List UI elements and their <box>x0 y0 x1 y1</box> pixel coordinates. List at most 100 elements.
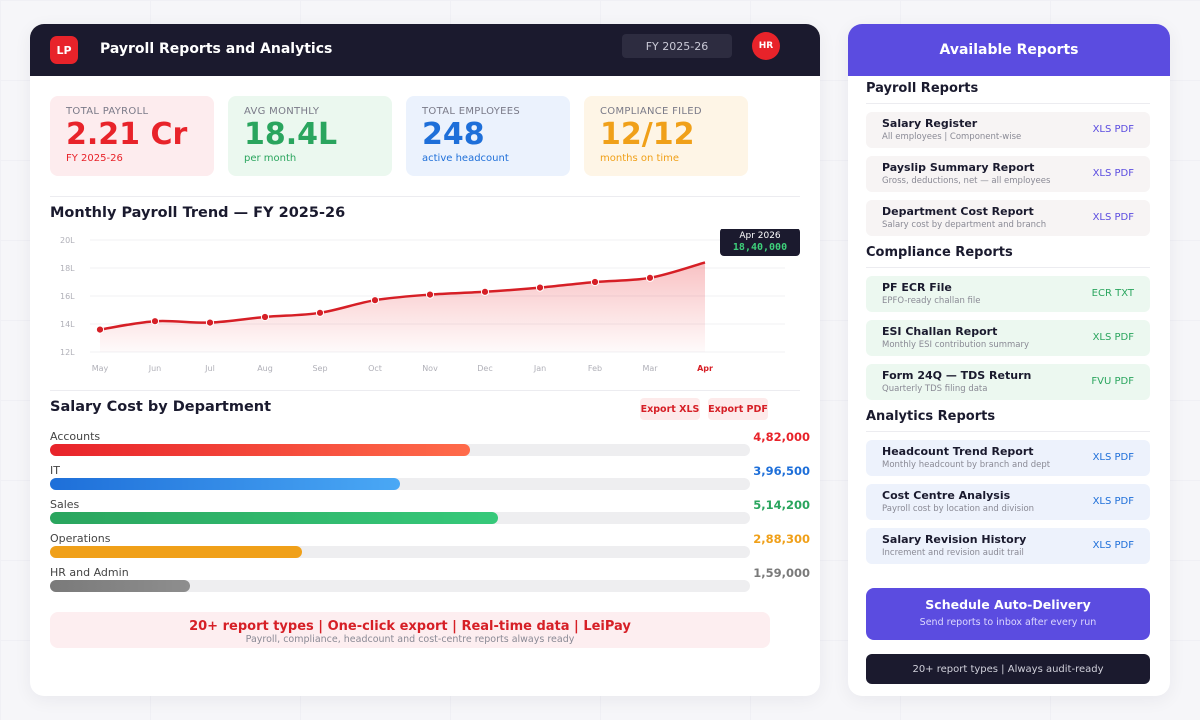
dept-value: 5,14,200 <box>753 498 810 512</box>
report-name: Salary Revision History <box>882 533 1027 546</box>
divider <box>866 103 1150 104</box>
kpi-sub: per month <box>244 153 297 164</box>
fy-selector[interactable]: FY 2025-26 <box>622 34 732 58</box>
data-point[interactable] <box>260 312 270 322</box>
report-card[interactable]: Headcount Trend Report Monthly headcount … <box>866 440 1150 476</box>
x-tick-label: Oct <box>368 364 382 373</box>
report-format-links[interactable]: XLS PDF <box>1092 124 1134 135</box>
y-tick-label: 14L <box>60 320 75 329</box>
report-name: Payslip Summary Report <box>882 161 1035 174</box>
data-point[interactable] <box>535 283 545 292</box>
dept-bar-track <box>50 478 750 490</box>
x-tick-label: Mar <box>642 364 658 373</box>
divider <box>866 267 1150 268</box>
export-xls-button[interactable]: Export XLS <box>640 398 700 420</box>
tooltip-box <box>720 228 800 256</box>
cta-subtitle: Send reports to inbox after every run <box>919 617 1097 628</box>
payroll-trend-chart: 20L 18L 16L 14L 12L May Jun Jul Aug Sep Oct Nov Dec… <box>50 228 810 379</box>
report-description: EPFO-ready challan file <box>882 296 981 306</box>
data-point[interactable] <box>370 296 380 305</box>
kpi-sub: FY 2025-26 <box>66 153 123 164</box>
x-tick-label: Apr <box>697 364 713 373</box>
report-card[interactable]: Department Cost Report Salary cost by dep… <box>866 200 1150 236</box>
kpi-sub: months on time <box>600 153 680 164</box>
kpi-avg-monthly: AVG MONTHLY 18.4L per month <box>228 96 392 176</box>
divider <box>50 390 800 391</box>
export-pdf-button[interactable]: Export PDF <box>708 398 768 420</box>
user-avatar[interactable]: HR <box>752 32 780 60</box>
report-group-title: Analytics Reports <box>866 409 996 424</box>
report-format-links[interactable]: XLS PDF <box>1092 168 1134 179</box>
kpi-total-employees: TOTAL EMPLOYEES 248 active headcount <box>406 96 570 176</box>
reports-panel-title: Available Reports <box>848 24 1170 76</box>
data-point[interactable] <box>425 290 435 299</box>
report-format-links[interactable]: XLS PDF <box>1092 540 1134 551</box>
x-tick-label: Jun <box>148 364 162 373</box>
chart-tooltip: Apr 2026 18,40,000 <box>720 228 800 256</box>
report-format-links[interactable]: XLS PDF <box>1092 452 1134 463</box>
dept-row: Sales 5,14,200 <box>50 498 810 526</box>
divider <box>866 431 1150 432</box>
data-point[interactable] <box>315 308 325 317</box>
tooltip-title: Apr 2026 <box>739 231 781 241</box>
data-point[interactable] <box>480 287 490 296</box>
data-point[interactable] <box>95 325 105 334</box>
dept-row: Accounts 4,82,000 <box>50 430 810 458</box>
report-name: PF ECR File <box>882 281 952 294</box>
kpi-total-payroll: TOTAL PAYROLL 2.21 Cr FY 2025-26 <box>50 96 214 176</box>
report-description: Quarterly TDS filing data <box>882 384 988 394</box>
y-tick-label: 20L <box>60 236 75 245</box>
report-format-links[interactable]: XLS PDF <box>1092 496 1134 507</box>
report-format-links[interactable]: XLS PDF <box>1092 332 1134 343</box>
report-card[interactable]: Form 24Q — TDS Return Quarterly TDS filin… <box>866 364 1150 400</box>
x-tick-label: Dec <box>477 364 492 373</box>
y-tick-label: 16L <box>60 292 75 301</box>
report-card[interactable]: ESI Challan Report Monthly ESI contributi… <box>866 320 1150 356</box>
report-description: Monthly ESI contribution summary <box>882 340 1030 350</box>
dept-bar-fill <box>50 444 470 456</box>
report-description: Payroll cost by location and division <box>882 504 1035 514</box>
report-description: Monthly headcount by branch and dept <box>882 460 1051 470</box>
report-format-links[interactable]: ECR TXT <box>1091 288 1134 299</box>
report-format-links[interactable]: XLS PDF <box>1092 212 1134 223</box>
data-point[interactable] <box>150 317 160 326</box>
kpi-value: 12/12 <box>600 117 695 152</box>
report-format-links[interactable]: FVU PDF <box>1091 376 1134 387</box>
x-tick-label: Feb <box>588 364 602 373</box>
kpi-compliance-filed: COMPLIANCE FILED 12/12 months on time <box>584 96 748 176</box>
report-card[interactable]: PF ECR File EPFO-ready challan file ECR TX… <box>866 276 1150 312</box>
report-card[interactable]: Salary Revision History Increment and rev… <box>866 528 1150 564</box>
schedule-auto-delivery-button[interactable]: Schedule Auto-Delivery Send reports to i… <box>866 588 1150 640</box>
report-name: Department Cost Report <box>882 205 1034 218</box>
dept-section-title: Salary Cost by Department <box>50 399 272 415</box>
kpi-label: TOTAL PAYROLL <box>66 106 149 117</box>
report-group-title: Compliance Reports <box>866 245 1013 260</box>
dept-name: Accounts <box>50 430 101 443</box>
dept-value: 2,88,300 <box>753 532 810 546</box>
data-point[interactable] <box>645 273 655 282</box>
dept-row: IT 3,96,500 <box>50 464 810 492</box>
divider <box>50 196 800 197</box>
report-card[interactable]: Payslip Summary Report Gross, deductions,… <box>866 156 1150 192</box>
report-name: Form 24Q — TDS Return <box>882 369 1032 382</box>
report-description: Increment and revision audit trail <box>882 548 1024 558</box>
report-card[interactable]: Salary Register All employees | Component… <box>866 112 1150 148</box>
top-bar: LP Payroll Reports and Analytics FY 2025… <box>30 24 820 76</box>
trend-area <box>100 262 705 352</box>
data-point[interactable] <box>205 318 215 327</box>
dept-name: IT <box>50 464 60 477</box>
data-point[interactable] <box>590 277 600 287</box>
report-name: ESI Challan Report <box>882 325 998 338</box>
cta-title: Schedule Auto-Delivery <box>925 597 1091 612</box>
x-tick-label: Jul <box>204 364 215 373</box>
kpi-label: AVG MONTHLY <box>244 106 320 117</box>
feature-banner: 20+ report types | One-click export | Re… <box>50 612 770 648</box>
y-tick-label: 18L <box>60 264 75 273</box>
report-card[interactable]: Cost Centre Analysis Payroll cost by loca… <box>866 484 1150 520</box>
report-description: All employees | Component-wise <box>882 132 1022 142</box>
dept-name: Sales <box>50 498 80 511</box>
report-name: Cost Centre Analysis <box>882 489 1011 502</box>
dept-bar-track <box>50 580 750 592</box>
report-description: Gross, deductions, net — all employees <box>882 176 1051 186</box>
report-group-title: Payroll Reports <box>866 81 979 96</box>
